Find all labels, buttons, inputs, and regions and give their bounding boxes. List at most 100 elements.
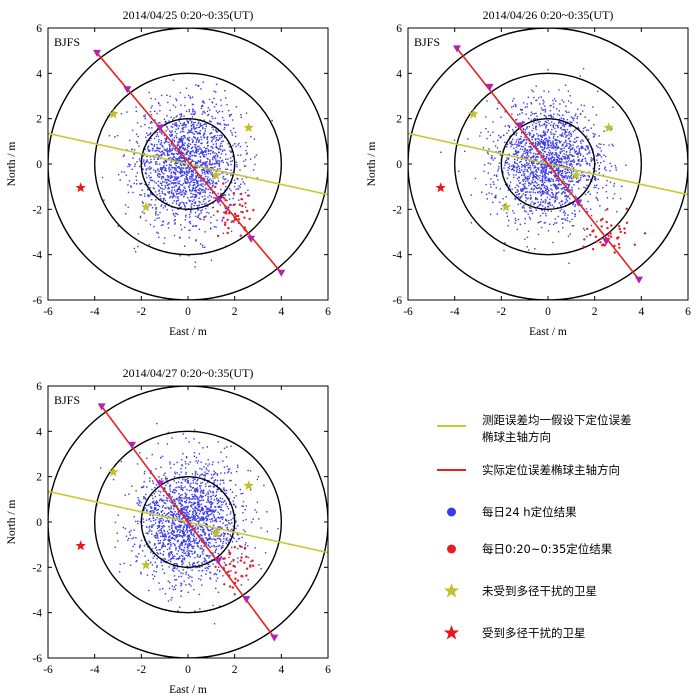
daily-point [194, 506, 197, 508]
daily-point [173, 179, 175, 181]
daily-point [564, 175, 566, 177]
daily-point [610, 165, 613, 167]
daily-point [205, 561, 208, 563]
daily-point [518, 141, 520, 144]
daily-point [219, 538, 221, 540]
daily-point [544, 212, 547, 215]
daily-point [203, 154, 205, 156]
daily-point [200, 165, 203, 167]
daily-point [193, 497, 195, 500]
daily-point [147, 194, 149, 196]
daily-point [199, 133, 201, 135]
daily-point [199, 124, 201, 126]
range-circle-1 [140, 117, 236, 211]
daily-point [150, 132, 152, 134]
daily-point [173, 200, 175, 202]
daily-point [182, 528, 185, 531]
daily-point [184, 164, 186, 166]
daily-point [570, 180, 572, 182]
daily-point [237, 524, 239, 527]
daily-point [536, 206, 539, 208]
daily-point [178, 138, 180, 141]
daily-point [164, 181, 166, 183]
daily-point [503, 249, 505, 252]
daily-point [158, 476, 160, 478]
daily-point [180, 595, 182, 597]
daily-point [184, 180, 186, 182]
daily-point [188, 186, 190, 189]
daily-point [595, 114, 598, 116]
daily-point [532, 188, 535, 191]
daily-point [252, 518, 254, 520]
daily-point [224, 490, 226, 492]
daily-point [182, 123, 185, 125]
daily-point [526, 198, 528, 200]
daily-point [153, 188, 155, 190]
daily-point [584, 116, 586, 118]
daily-point [192, 200, 194, 203]
daily-point [181, 193, 183, 196]
daily-point [209, 542, 211, 544]
daily-point [523, 172, 525, 175]
daily-point [556, 222, 558, 224]
daily-point [208, 212, 210, 214]
daily-point [521, 112, 523, 114]
daily-point [191, 170, 193, 173]
daily-point [527, 96, 529, 99]
daily-point [179, 191, 182, 194]
daily-point [515, 149, 517, 152]
daily-point [174, 502, 177, 504]
daily-point [184, 245, 186, 247]
daily-point [177, 500, 180, 502]
daily-point [182, 478, 184, 481]
window-point [623, 231, 627, 235]
daily-point [192, 184, 194, 187]
daily-point [532, 113, 534, 115]
window-point [617, 225, 621, 228]
daily-point [149, 139, 151, 142]
daily-point [507, 169, 509, 172]
daily-point [160, 94, 163, 97]
daily-point [581, 145, 584, 148]
daily-point [193, 196, 195, 198]
daily-point [119, 179, 121, 181]
daily-point [528, 117, 530, 120]
daily-point [184, 512, 186, 514]
daily-point [178, 493, 180, 495]
daily-point [569, 146, 571, 148]
daily-point [173, 172, 175, 174]
daily-point [161, 124, 163, 126]
daily-point [187, 142, 190, 145]
daily-point [221, 110, 224, 113]
daily-point [202, 163, 205, 165]
x-tick-label: 4 [278, 306, 284, 318]
daily-point [221, 145, 223, 147]
daily-point [171, 140, 173, 142]
daily-point [534, 185, 536, 188]
daily-point [247, 556, 249, 559]
daily-point [552, 106, 555, 108]
daily-point [498, 166, 500, 168]
daily-point [162, 176, 165, 179]
daily-point [564, 145, 567, 148]
daily-point [163, 141, 166, 144]
daily-point [225, 492, 227, 494]
daily-point [527, 230, 530, 232]
daily-point [565, 110, 567, 112]
daily-point [534, 118, 536, 121]
daily-point [516, 171, 518, 173]
daily-point [522, 190, 524, 192]
daily-point [161, 176, 163, 178]
daily-point [565, 141, 567, 143]
window-points [203, 182, 255, 238]
daily-point [237, 534, 239, 536]
daily-point [124, 204, 127, 206]
daily-point [135, 560, 137, 563]
daily-point [570, 175, 572, 178]
daily-point [135, 179, 138, 181]
daily-point [529, 151, 531, 153]
daily-point [162, 526, 164, 529]
daily-point [245, 112, 248, 114]
daily-point [540, 193, 543, 196]
daily-point [541, 185, 543, 187]
